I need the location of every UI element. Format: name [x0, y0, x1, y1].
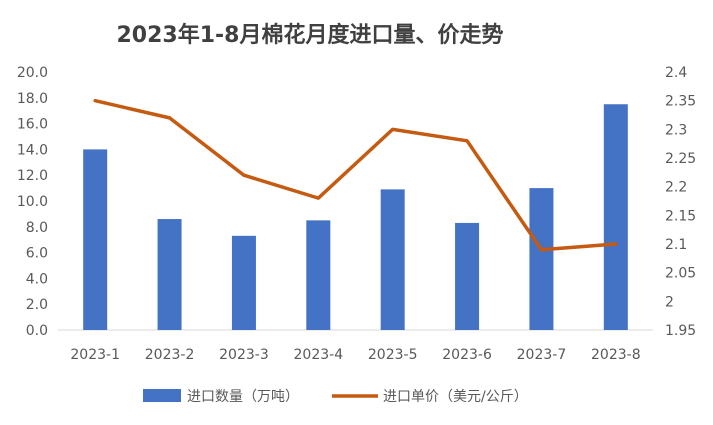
legend-line-label: 进口单价（美元/公斤） [383, 389, 528, 405]
right-tick-label: 1.95 [665, 323, 696, 339]
left-tick-label: 8.0 [26, 220, 48, 236]
left-tick-label: 0.0 [26, 323, 48, 339]
right-tick-label: 2.25 [665, 151, 696, 167]
chart-title: 2023年1-8月棉花月度进口量、价走势 [117, 22, 504, 48]
x-tick-label: 2023-1 [70, 347, 120, 363]
legend-bar-swatch [143, 389, 181, 402]
legend-bar-label: 进口数量（万吨） [187, 389, 299, 405]
x-tick-label: 2023-2 [145, 347, 195, 363]
right-tick-label: 2.3 [665, 122, 687, 138]
left-tick-label: 4.0 [26, 271, 48, 287]
x-tick-label: 2023-8 [591, 347, 641, 363]
right-axis-ticks: 1.95 2 2.05 2.1 2.15 2.2 2.25 2.3 2.35 2.4 [665, 65, 696, 339]
x-tick-label: 2023-5 [368, 347, 418, 363]
left-tick-label: 16.0 [17, 117, 48, 133]
right-tick-label: 2 [665, 294, 674, 310]
left-tick-label: 12.0 [17, 168, 48, 184]
left-tick-label: 2.0 [26, 297, 48, 313]
bar [380, 189, 405, 330]
right-tick-label: 2.4 [665, 65, 687, 81]
right-tick-label: 2.1 [665, 237, 687, 253]
bar [529, 188, 554, 330]
left-tick-label: 10.0 [17, 194, 48, 210]
bar-series [83, 104, 628, 330]
right-tick-label: 2.2 [665, 180, 687, 196]
x-tick-label: 2023-4 [294, 347, 344, 363]
x-tick-label: 2023-3 [219, 347, 269, 363]
x-axis-ticks: 2023-1 2023-2 2023-3 2023-4 2023-5 2023-6 2023… [70, 347, 640, 363]
legend: 进口数量（万吨） 进口单价（美元/公斤） [143, 389, 528, 405]
x-tick-label: 2023-7 [517, 347, 567, 363]
left-tick-label: 20.0 [17, 65, 48, 81]
bar [603, 104, 628, 330]
left-tick-label: 6.0 [26, 246, 48, 262]
left-tick-label: 18.0 [17, 91, 48, 107]
bar [83, 149, 108, 330]
left-tick-label: 14.0 [17, 142, 48, 158]
price-line [93, 98, 618, 252]
right-tick-label: 2.35 [665, 94, 696, 110]
line-series [93, 98, 618, 252]
bar [231, 235, 256, 330]
bar [306, 220, 331, 330]
right-tick-label: 2.15 [665, 208, 696, 224]
right-tick-label: 2.05 [665, 266, 696, 282]
bar [455, 222, 480, 330]
bar [157, 219, 182, 330]
left-axis-ticks: 0.0 2.0 4.0 6.0 8.0 10.0 12.0 14.0 16.0 18.0 20.0 [17, 65, 48, 339]
x-tick-label: 2023-6 [442, 347, 492, 363]
